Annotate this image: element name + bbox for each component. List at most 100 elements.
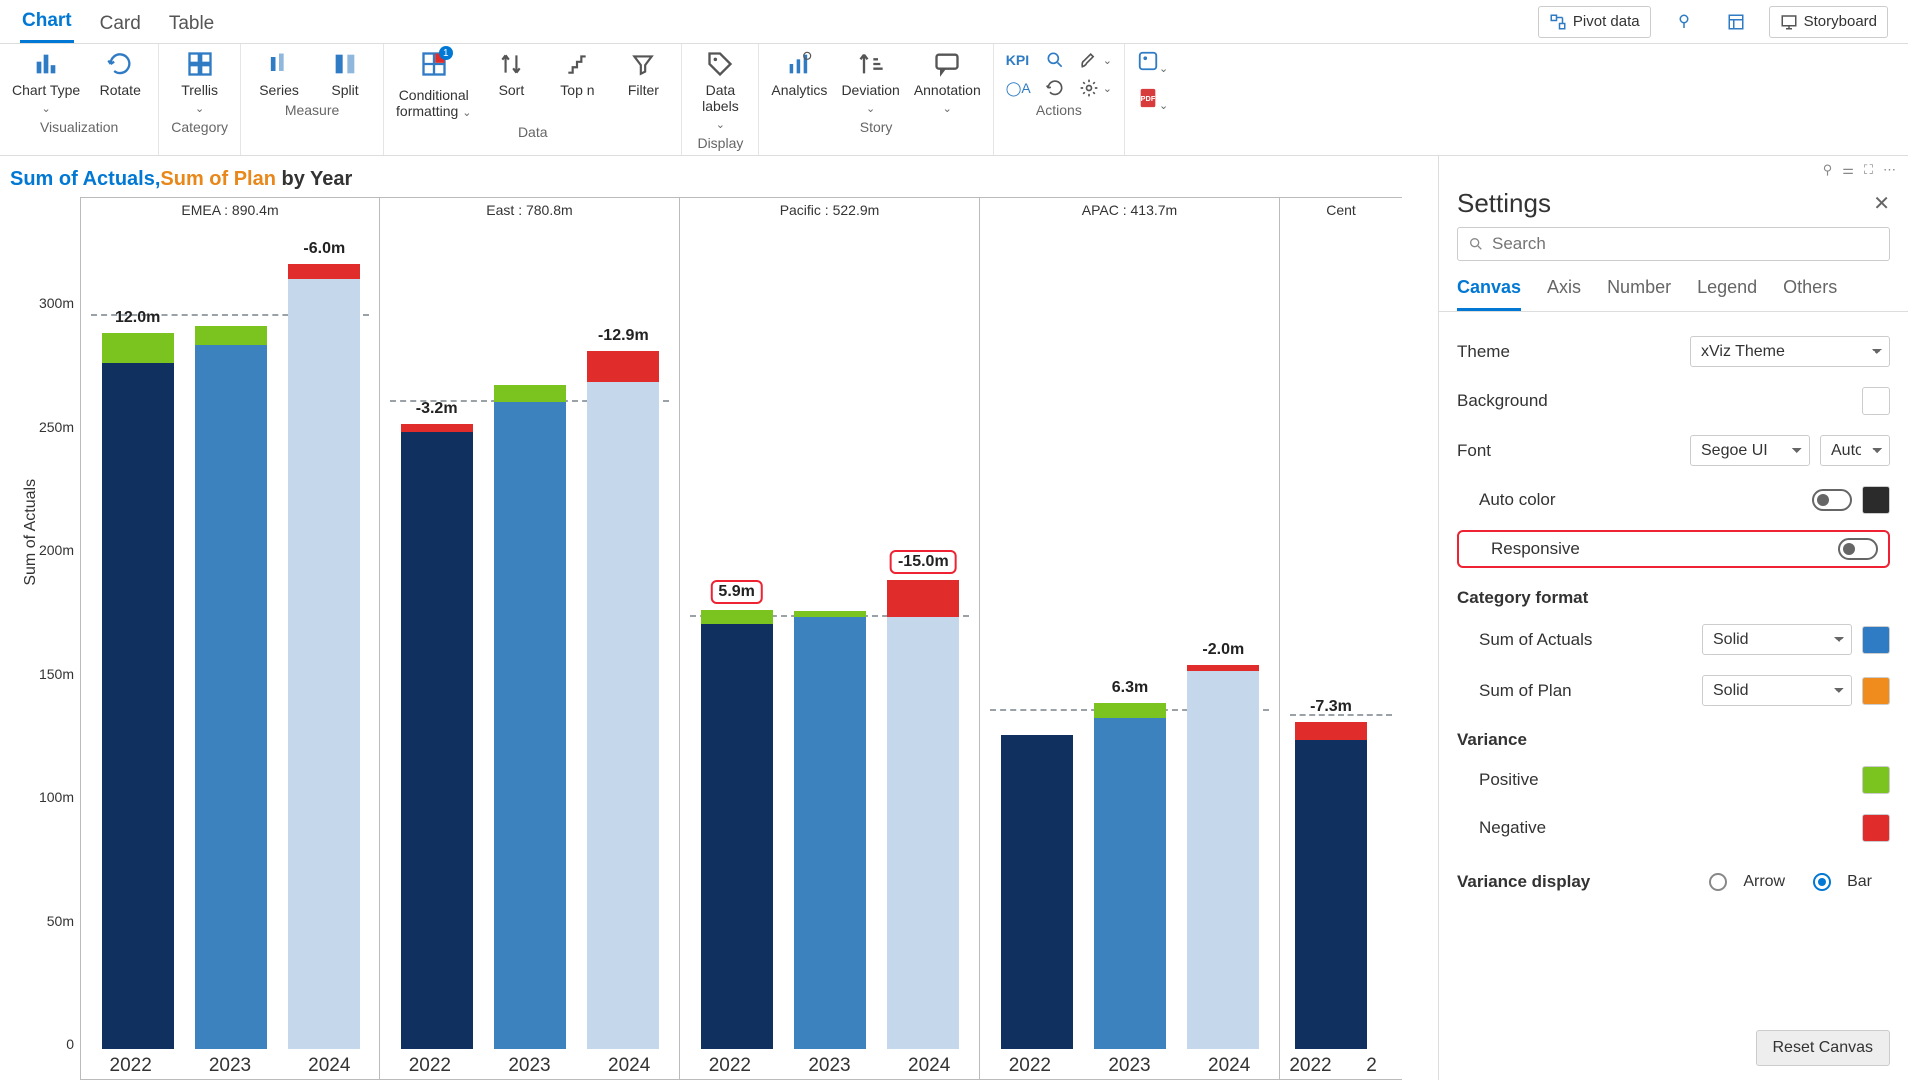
data-bar[interactable] xyxy=(794,617,866,1049)
sort-icon xyxy=(498,50,524,78)
arrow-radio[interactable] xyxy=(1709,873,1727,891)
background-swatch[interactable] xyxy=(1862,387,1890,415)
autocolor-toggle[interactable] xyxy=(1812,489,1852,511)
data-label: -2.0m xyxy=(1202,641,1244,659)
actuals-color-swatch[interactable] xyxy=(1862,626,1890,654)
data-label: -6.0m xyxy=(303,240,345,258)
sort-button[interactable]: Sort xyxy=(485,50,537,98)
theme-action-button[interactable]: ⌄ xyxy=(1137,50,1168,77)
bar-radio[interactable] xyxy=(1813,873,1831,891)
data-bar[interactable] xyxy=(1001,735,1073,1049)
data-label: 5.9m xyxy=(710,580,762,604)
analytics-icon xyxy=(784,50,814,78)
plan-color-swatch[interactable] xyxy=(1862,677,1890,705)
variance-cap xyxy=(195,326,267,346)
settings-tab-others[interactable]: Others xyxy=(1783,271,1837,311)
autocolor-label: Auto color xyxy=(1457,490,1556,510)
pivot-data-button[interactable]: Pivot data xyxy=(1538,6,1651,38)
annotation-button[interactable]: Annotation ⌄ xyxy=(914,50,981,115)
filter-small-icon[interactable]: ⚌ xyxy=(1842,162,1854,178)
variance-cap xyxy=(887,580,959,617)
storyboard-button[interactable]: Storyboard xyxy=(1769,6,1888,38)
x-tick: 2024 xyxy=(879,1049,979,1079)
chart-type-button[interactable]: Chart Type ⌄ xyxy=(12,50,80,115)
export-pdf-button[interactable]: PDF⌄ xyxy=(1137,87,1168,114)
actions-grid: KPI ⌄ ◯A ⌄ xyxy=(1006,50,1112,98)
x-tick: 2 xyxy=(1341,1049,1402,1079)
magnifier-icon xyxy=(1045,50,1065,70)
settings-tab-axis[interactable]: Axis xyxy=(1547,271,1581,311)
font-select[interactable]: Segoe UI xyxy=(1690,435,1810,466)
font-label: Font xyxy=(1457,441,1491,461)
data-bar[interactable] xyxy=(887,617,959,1049)
variance-cap xyxy=(794,611,866,617)
data-bar[interactable] xyxy=(494,402,566,1049)
conditional-formatting-button[interactable]: 1 Conditionalformatting ⌄ xyxy=(396,50,471,120)
more-icon[interactable]: ⋯ xyxy=(1883,162,1896,178)
bar-chart-icon xyxy=(31,50,61,78)
settings-tab-legend[interactable]: Legend xyxy=(1697,271,1757,311)
trophy-icon xyxy=(1675,13,1693,31)
data-bar[interactable] xyxy=(1094,718,1166,1049)
search-action-button[interactable] xyxy=(1045,50,1065,70)
y-tick: 50m xyxy=(47,913,74,929)
responsive-toggle[interactable] xyxy=(1838,538,1878,560)
autocolor-swatch[interactable] xyxy=(1862,486,1890,514)
theme-select[interactable]: xViz Theme xyxy=(1690,336,1890,367)
actuals-style-select[interactable]: Solid xyxy=(1702,624,1852,655)
trellis-icon xyxy=(185,50,215,78)
rotate-button[interactable]: Rotate xyxy=(94,50,146,98)
gear-button[interactable]: ⌄ xyxy=(1079,78,1112,98)
deviation-button[interactable]: Deviation ⌄ xyxy=(841,50,899,115)
filter-button[interactable]: Filter xyxy=(617,50,669,98)
layout-button[interactable] xyxy=(1717,7,1755,37)
x-tick: 2022 xyxy=(1280,1049,1341,1079)
topn-button[interactable]: Top n xyxy=(551,50,603,98)
settings-search[interactable] xyxy=(1457,227,1890,261)
kpi-button[interactable]: KPI xyxy=(1006,52,1031,68)
x-tick: 2023 xyxy=(180,1049,279,1079)
focus-icon[interactable]: ⛶ xyxy=(1864,162,1873,178)
read-button[interactable]: ◯A xyxy=(1006,80,1031,97)
ribbon: Chart Type ⌄ Rotate Visualization Trelli… xyxy=(0,44,1908,156)
split-button[interactable]: Split xyxy=(319,50,371,98)
font-size-select[interactable]: Auto xyxy=(1820,435,1890,466)
pdf-icon: PDF xyxy=(1137,87,1159,109)
data-bar[interactable] xyxy=(587,382,659,1049)
data-bar[interactable] xyxy=(701,624,773,1049)
tab-table[interactable]: Table xyxy=(167,9,216,43)
data-bar[interactable] xyxy=(1187,671,1259,1049)
search-input[interactable] xyxy=(1492,234,1879,254)
data-labels-button[interactable]: Datalabels ⌄ xyxy=(694,50,746,131)
data-bar[interactable] xyxy=(1295,740,1367,1049)
settings-tab-number[interactable]: Number xyxy=(1607,271,1671,311)
reset-canvas-button[interactable]: Reset Canvas xyxy=(1756,1030,1891,1066)
x-tick: 2023 xyxy=(1080,1049,1180,1079)
brush-button[interactable]: ⌄ xyxy=(1079,50,1112,70)
ranking-button[interactable] xyxy=(1665,7,1703,37)
analytics-button[interactable]: Analytics xyxy=(771,50,827,98)
palette-icon xyxy=(1137,50,1159,72)
x-tick: 2023 xyxy=(480,1049,580,1079)
data-bar[interactable] xyxy=(288,279,360,1049)
positive-swatch[interactable] xyxy=(1862,766,1890,794)
settings-tab-canvas[interactable]: Canvas xyxy=(1457,271,1521,311)
category-format-head: Category format xyxy=(1457,574,1890,614)
refresh-button[interactable] xyxy=(1045,78,1065,98)
series-button[interactable]: Series xyxy=(253,50,305,98)
x-axis: 202220232024 xyxy=(81,1049,379,1079)
trellis-button[interactable]: Trellis ⌄ xyxy=(174,50,226,115)
tab-card[interactable]: Card xyxy=(98,9,143,43)
variance-cap xyxy=(1094,703,1166,719)
negative-swatch[interactable] xyxy=(1862,814,1890,842)
x-tick: 2022 xyxy=(980,1049,1080,1079)
window-icons: ⚲ ⚌ ⛶ ⋯ xyxy=(1439,156,1908,184)
data-bar[interactable] xyxy=(401,432,473,1049)
data-bar[interactable] xyxy=(102,363,174,1049)
pin-icon[interactable]: ⚲ xyxy=(1823,162,1833,178)
close-icon[interactable]: ✕ xyxy=(1873,191,1890,216)
tab-chart[interactable]: Chart xyxy=(20,6,74,43)
split-icon xyxy=(330,50,360,78)
data-bar[interactable] xyxy=(195,345,267,1049)
plan-style-select[interactable]: Solid xyxy=(1702,675,1852,706)
